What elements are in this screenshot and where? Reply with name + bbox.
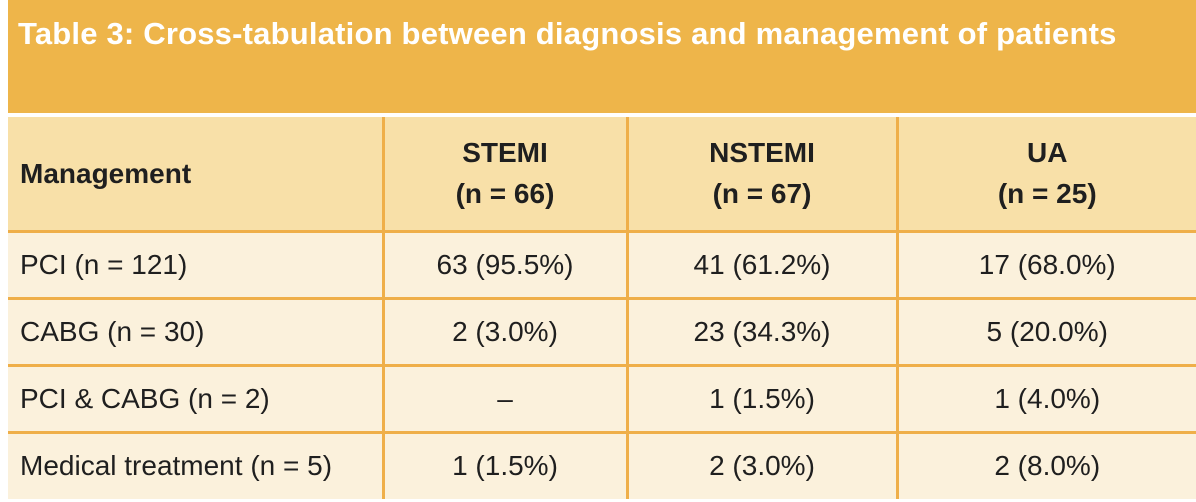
table-row-cabg: CABG (n = 30) 2 (3.0%) 23 (34.3%) 5 (20.… [8, 298, 1196, 367]
cell-medical-ua: 2 (8.0%) [897, 432, 1196, 499]
column-header-stemi-name: STEMI [462, 137, 548, 169]
cell-pci-nstemi: 41 (61.2%) [627, 231, 899, 300]
cell-cabg-ua: 5 (20.0%) [897, 298, 1196, 367]
table-figure: Table 3: Cross-tabulation between diagno… [8, 0, 1196, 499]
title-table-divider [8, 113, 1196, 117]
cell-pci-cabg-stemi: – [383, 365, 629, 434]
column-header-nstemi-name: NSTEMI [709, 137, 815, 169]
column-header-ua-name: UA [1027, 137, 1068, 169]
cell-cabg-stemi: 2 (3.0%) [383, 298, 629, 367]
table-row-medical-treatment: Medical treatment (n = 5) 1 (1.5%) 2 (3.… [8, 432, 1196, 499]
table-title: Table 3: Cross-tabulation between diagno… [18, 16, 1117, 51]
cell-pci-cabg-ua: 1 (4.0%) [897, 365, 1196, 434]
row-label-pci-cabg: PCI & CABG (n = 2) [8, 365, 385, 434]
cell-medical-nstemi: 2 (3.0%) [627, 432, 899, 499]
cell-pci-ua: 17 (68.0%) [897, 231, 1196, 300]
table-title-band: Table 3: Cross-tabulation between diagno… [8, 0, 1196, 113]
row-label-medical-treatment: Medical treatment (n = 5) [8, 432, 385, 499]
cell-medical-stemi: 1 (1.5%) [383, 432, 629, 499]
column-header-ua-n: (n = 25) [997, 178, 1097, 210]
column-header-stemi: STEMI (n = 66) [383, 117, 629, 233]
table-row-pci: PCI (n = 121) 63 (95.5%) 41 (61.2%) 17 (… [8, 231, 1196, 300]
cell-pci-cabg-nstemi: 1 (1.5%) [627, 365, 899, 434]
table-header-row: Management STEMI (n = 66) NSTEMI (n = 67… [8, 117, 1196, 233]
cell-cabg-nstemi: 23 (34.3%) [627, 298, 899, 367]
column-header-nstemi: NSTEMI (n = 67) [627, 117, 899, 233]
row-label-cabg: CABG (n = 30) [8, 298, 385, 367]
column-header-nstemi-n: (n = 67) [712, 178, 812, 210]
column-header-ua: UA (n = 25) [897, 117, 1196, 233]
column-header-stemi-n: (n = 66) [455, 178, 555, 210]
column-header-management: Management [8, 117, 385, 233]
table-row-pci-cabg: PCI & CABG (n = 2) – 1 (1.5%) 1 (4.0%) [8, 365, 1196, 434]
cross-tabulation-table: Management STEMI (n = 66) NSTEMI (n = 67… [8, 117, 1196, 499]
row-label-pci: PCI (n = 121) [8, 231, 385, 300]
cell-pci-stemi: 63 (95.5%) [383, 231, 629, 300]
